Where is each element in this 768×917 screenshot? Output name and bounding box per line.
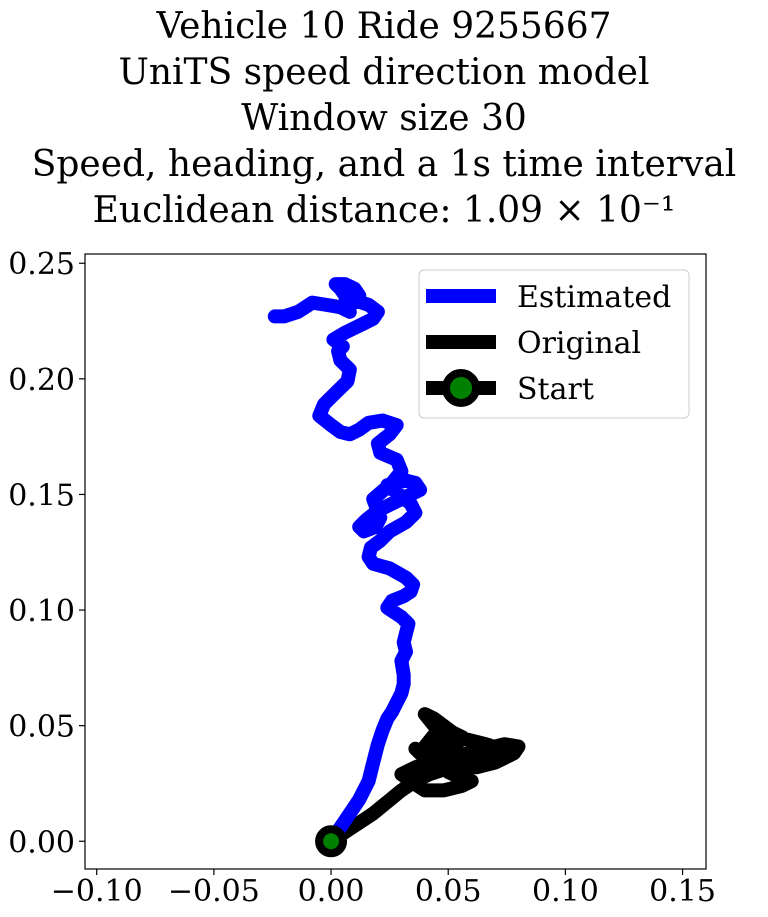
legend-start-label: Start bbox=[517, 372, 594, 407]
series-original-line bbox=[324, 707, 526, 849]
title-line-distance: Euclidean distance: 1.09 × 10⁻¹ bbox=[92, 190, 676, 231]
legend-original-label: Original bbox=[517, 326, 641, 361]
title-line-model: UniTS speed direction model bbox=[118, 52, 650, 93]
y-tick-label: 0.20 bbox=[8, 363, 75, 398]
title-line-vehicle: Vehicle 10 Ride 9255667 bbox=[156, 6, 612, 47]
x-tick-label: 0.15 bbox=[649, 874, 716, 909]
start-marker bbox=[315, 825, 348, 858]
x-tick-label: 0.05 bbox=[415, 874, 482, 909]
x-tick-label: −0.05 bbox=[168, 874, 260, 909]
x-tick-label: 0.00 bbox=[298, 874, 365, 909]
y-tick-label: 0.05 bbox=[8, 710, 75, 745]
legend: Estimated Original Start bbox=[418, 269, 690, 419]
legend-start-marker bbox=[442, 369, 480, 407]
y-tick-label: 0.25 bbox=[8, 247, 75, 282]
y-tick-label: 0.10 bbox=[8, 594, 75, 629]
title-line-features: Speed, heading, and a 1s time interval bbox=[31, 144, 737, 185]
chart-title: Vehicle 10 Ride 9255667 UniTS speed dire… bbox=[0, 4, 768, 234]
x-tick-label: −0.10 bbox=[51, 874, 143, 909]
legend-estimated-label: Estimated bbox=[517, 280, 671, 315]
axes: −0.10 −0.05 0.00 0.05 0.10 0.15 0.00 0.05 0.10 0.… bbox=[8, 247, 716, 909]
title-line-window: Window size 30 bbox=[241, 98, 527, 139]
y-tick-label: 0.00 bbox=[8, 825, 75, 860]
plot-area bbox=[267, 277, 526, 858]
y-tick-label: 0.15 bbox=[8, 478, 75, 513]
series-estimated-line bbox=[267, 277, 428, 849]
axes-frame bbox=[84, 253, 707, 870]
x-tick-label: 0.10 bbox=[532, 874, 599, 909]
